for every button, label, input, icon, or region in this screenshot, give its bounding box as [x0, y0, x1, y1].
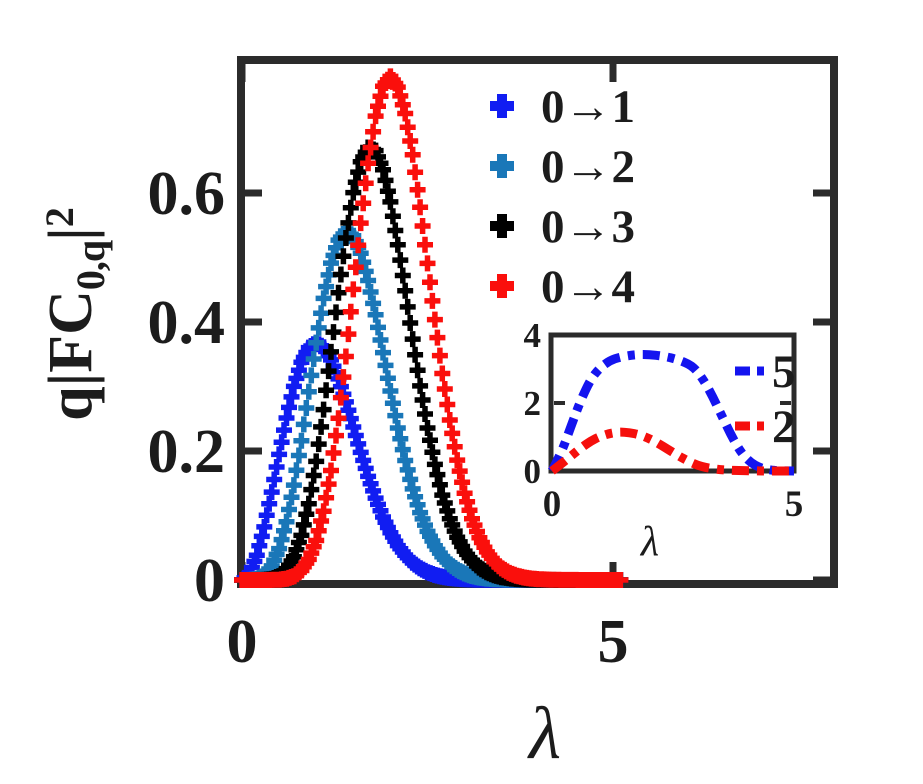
- legend-entry-0→2: 0→2: [490, 141, 635, 193]
- y-tick-label: 0: [194, 547, 225, 615]
- inset-x-axis-label: λ: [640, 519, 660, 565]
- main-plot: 0 0.2 0.4 0.6 0 5 0→1 0→2 0→3 0→4: [148, 56, 838, 676]
- y-tick-label: 0.4: [148, 289, 226, 357]
- inset-y-tick-label: 0: [524, 452, 542, 491]
- inset-series: [548, 349, 795, 476]
- main-series: [234, 68, 629, 588]
- legend-label-0→1: 0→1: [541, 81, 635, 133]
- inset-curve-2: [549, 427, 794, 476]
- legend-label-0→2: 0→2: [541, 141, 635, 193]
- legend-marker-0→2: [490, 154, 514, 178]
- inset-y-tick-label: 4: [524, 316, 542, 355]
- y-axis-label-bar: |: [37, 227, 105, 241]
- inset-tick-labels: 0 2 4 0 5: [524, 316, 804, 525]
- inset-legend-label-2: 2: [772, 401, 796, 453]
- inset-x-tick-label: 0: [543, 484, 562, 525]
- legend-entry-0→1: 0→1: [490, 81, 635, 133]
- x-axis-label: λ: [528, 693, 562, 775]
- legend-label-0→3: 0→3: [541, 201, 635, 253]
- main-legend: 0→1 0→2 0→3 0→4: [490, 81, 635, 313]
- inset-legend-label-5: 5: [772, 346, 796, 398]
- inset-legend: 52: [735, 346, 796, 453]
- y-tick-label: 0.2: [148, 418, 226, 486]
- inset-curve-5: [548, 349, 795, 476]
- y-axis-label-prefix: q|FC: [37, 290, 105, 421]
- inset-legend-entry-5: 5: [735, 346, 796, 398]
- inset-legend-entry-2: 2: [735, 401, 796, 453]
- inset-y-tick-label: 2: [524, 384, 542, 423]
- y-axis-label: q|FC0,q|2: [14, 74, 113, 554]
- legend-entry-0→3: 0→3: [490, 201, 635, 253]
- x-tick-label: 0: [227, 608, 258, 676]
- y-axis-label-subscript: 0,q: [67, 240, 113, 291]
- legend-entry-0→4: 0→4: [490, 261, 635, 313]
- main-tick-labels: 0 0.2 0.4 0.6 0 5: [148, 160, 629, 676]
- legend-label-0→4: 0→4: [541, 261, 635, 313]
- series-curve-0→4: [234, 68, 629, 588]
- y-tick-label: 0.6: [148, 160, 226, 228]
- legend-marker-0→3: [490, 214, 514, 238]
- legend-marker-0→4: [490, 274, 514, 298]
- legend-marker-0→1: [490, 94, 514, 118]
- inset-x-tick-label: 5: [785, 484, 804, 525]
- x-tick-label: 5: [598, 608, 629, 676]
- y-axis-label-superscript: 2: [37, 207, 82, 228]
- main-plot-frame: [237, 56, 838, 588]
